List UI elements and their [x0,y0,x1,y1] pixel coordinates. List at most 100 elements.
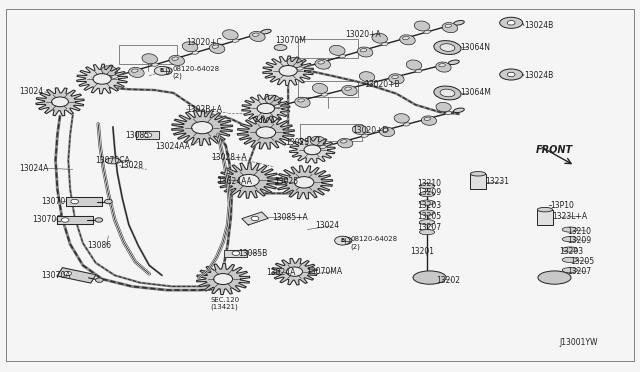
Bar [470,174,486,189]
Text: 1323L+A: 1323L+A [552,212,588,221]
Circle shape [52,97,68,107]
Text: 13024A: 13024A [266,268,295,277]
Ellipse shape [105,158,120,164]
Text: 13020+C: 13020+C [186,38,222,46]
Text: 13020+D: 13020+D [352,126,388,135]
Text: 13201: 13201 [410,247,435,256]
Ellipse shape [403,123,410,126]
Ellipse shape [419,200,435,205]
Ellipse shape [454,20,464,25]
Ellipse shape [111,75,118,78]
Circle shape [304,145,321,155]
Ellipse shape [102,66,117,76]
Text: 13070: 13070 [41,197,65,206]
Ellipse shape [434,41,461,54]
Circle shape [93,74,111,84]
Text: 13024B: 13024B [524,21,553,30]
Polygon shape [263,56,314,86]
Text: 13209: 13209 [567,236,591,245]
Text: 13P10: 13P10 [550,201,575,210]
Ellipse shape [310,136,326,146]
Ellipse shape [298,99,305,102]
Ellipse shape [562,267,577,273]
Bar [298,81,358,97]
Polygon shape [272,259,317,285]
Ellipse shape [380,127,395,137]
Polygon shape [289,137,335,163]
Circle shape [256,127,276,138]
Ellipse shape [142,54,157,64]
Ellipse shape [470,171,486,176]
Ellipse shape [260,29,271,34]
Ellipse shape [342,86,357,96]
Ellipse shape [419,219,435,225]
Ellipse shape [419,192,435,197]
Ellipse shape [321,93,328,96]
Text: 13024A: 13024A [19,164,49,173]
Ellipse shape [394,114,410,123]
Text: 13024AA: 13024AA [217,177,252,186]
Ellipse shape [266,95,281,105]
Text: 13210: 13210 [417,179,441,187]
Polygon shape [237,116,294,149]
Ellipse shape [182,42,198,52]
Circle shape [251,216,259,221]
Ellipse shape [414,21,430,31]
Circle shape [95,218,102,222]
Text: 13203: 13203 [559,247,583,256]
Ellipse shape [562,257,577,262]
Ellipse shape [562,247,577,252]
Text: 13209: 13209 [417,188,441,197]
Polygon shape [77,64,127,94]
Polygon shape [225,250,247,257]
Ellipse shape [434,86,461,100]
Ellipse shape [440,89,455,97]
Circle shape [232,251,240,256]
Ellipse shape [381,42,388,46]
Ellipse shape [339,55,346,58]
Ellipse shape [449,60,460,65]
Ellipse shape [440,44,455,51]
Ellipse shape [318,61,324,64]
Ellipse shape [345,87,351,90]
Text: 13203: 13203 [417,201,441,210]
Text: 13205: 13205 [417,212,441,221]
Circle shape [71,199,79,204]
Ellipse shape [352,125,367,134]
Ellipse shape [382,128,389,132]
Ellipse shape [538,271,571,284]
Text: 13085B: 13085B [239,249,268,258]
Polygon shape [196,263,250,295]
Bar [119,45,177,64]
Ellipse shape [357,47,373,57]
Circle shape [154,66,170,75]
Circle shape [257,103,275,113]
Text: 13064M: 13064M [460,89,491,97]
Ellipse shape [99,77,110,82]
Text: 13070C: 13070C [32,215,61,224]
Ellipse shape [129,67,144,77]
Polygon shape [242,212,268,225]
Circle shape [191,122,212,134]
Circle shape [335,236,350,245]
Polygon shape [275,166,333,199]
Ellipse shape [400,35,415,45]
Ellipse shape [439,64,445,67]
Ellipse shape [419,210,435,215]
Text: 13207: 13207 [417,223,441,232]
Ellipse shape [284,69,295,74]
Polygon shape [67,197,102,206]
Ellipse shape [250,32,265,41]
Ellipse shape [295,97,310,107]
Ellipse shape [421,116,436,125]
Ellipse shape [287,58,303,68]
Ellipse shape [152,63,158,66]
Text: 08120-64028
(2): 08120-64028 (2) [351,237,397,250]
Bar [300,124,362,141]
Ellipse shape [388,74,404,84]
Circle shape [64,271,72,276]
Text: 13025: 13025 [285,138,309,147]
Ellipse shape [330,45,345,55]
Text: 13085: 13085 [125,131,150,140]
Text: 13024B: 13024B [524,71,553,80]
